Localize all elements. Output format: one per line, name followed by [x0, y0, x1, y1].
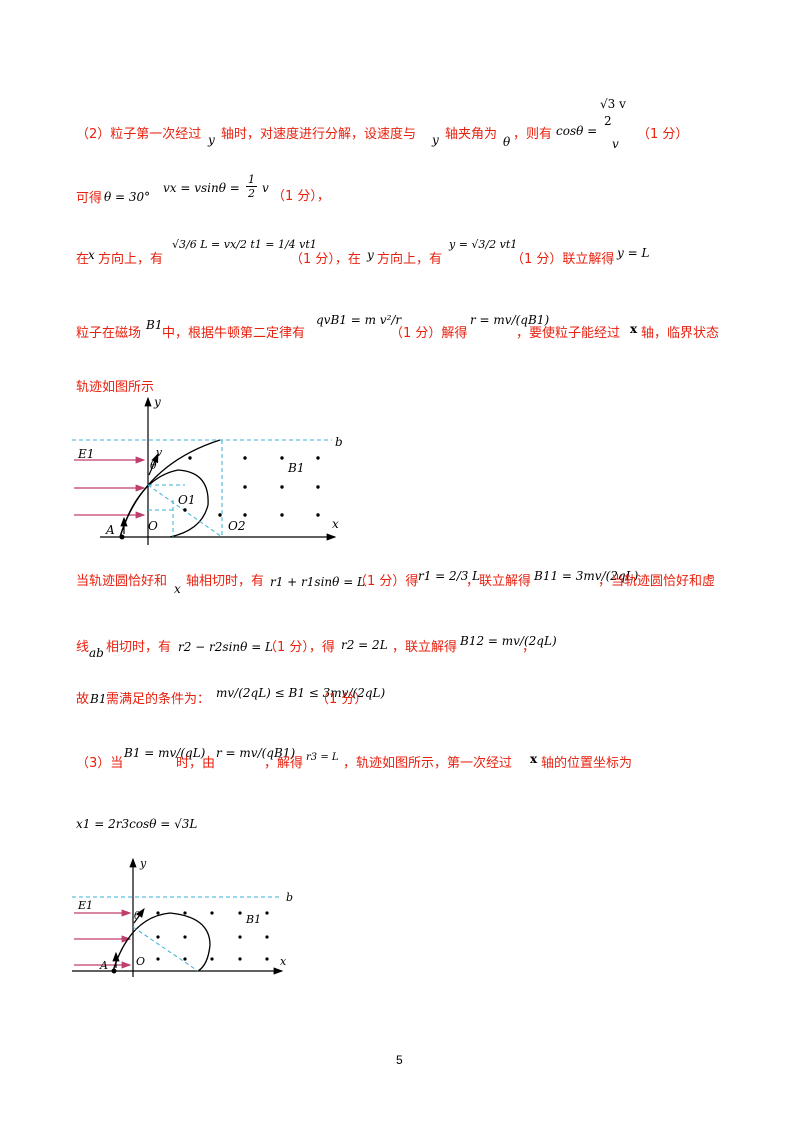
text-comma: ， — [522, 640, 536, 655]
text-critical: 轴，临界状态 — [641, 326, 720, 341]
eq-B12: B12 = mv/(2qL) — [460, 634, 557, 648]
text-score-obtain: （1 分），得 — [264, 640, 335, 655]
fig2-label-O: O — [136, 955, 145, 968]
text-to-pass: ，要使粒子能经过 — [516, 326, 621, 341]
fig2-label-E1: E1 — [77, 899, 93, 912]
eq-radius: r = mv/(qB1) — [470, 313, 550, 327]
fig1-label-y: y — [153, 395, 161, 409]
fig1-label-O: O — [148, 519, 158, 533]
eq-r2-condition: r2 − r2sinθ = L — [178, 640, 274, 654]
fig1-label-theta: θ — [150, 459, 157, 472]
text-axis-tangent: 轴相切时，有 — [186, 574, 265, 589]
text-score: （1 分）， — [272, 189, 330, 204]
var-y: y — [367, 248, 374, 262]
page-number: 5 — [396, 1053, 403, 1067]
fig1-label-O2: O2 — [228, 519, 245, 533]
text-particle-field: 粒子在磁场 — [76, 326, 142, 341]
fig1-label-B1: B1 — [287, 461, 304, 475]
eq-cos-lhs: cosθ = — [556, 124, 598, 138]
eq-cos-num: √3 v — [600, 97, 626, 111]
eq-lorentz: qvB1 = m v²/r — [316, 313, 402, 327]
frac-num: 1 — [248, 173, 255, 186]
fig2-label-A: A — [99, 959, 108, 972]
text-line: 线 — [76, 640, 90, 655]
figure-trajectory-2: y x b E1 θ B1 O A — [72, 857, 293, 977]
eq-cos-num-den: 2 — [604, 114, 612, 128]
text-then-have: ，则有 — [513, 127, 553, 142]
fig2-label-x: x — [280, 955, 287, 968]
text-score-obtain: （1 分）得 — [354, 574, 419, 589]
eq-B1-range: mv/(2qL) ≤ B1 ≤ 3mv/(2qL) — [216, 686, 386, 700]
eq-B1-value: B1 = mv/(qL) — [124, 746, 206, 760]
text-axis-angle: 轴夹角为 — [445, 127, 498, 142]
text-part2-intro: （2）粒子第一次经过 — [76, 127, 202, 142]
var-y: y — [432, 133, 439, 147]
text-score: （1 分） — [637, 127, 689, 142]
text-velocity-decompose: 轴时，对速度进行分解，设速度与 — [221, 127, 417, 142]
fig2-label-theta: θ — [134, 911, 140, 922]
text-position: 轴的位置坐标为 — [541, 756, 633, 771]
text-trajectory-shown: 轨迹如图所示 — [76, 380, 155, 395]
figure-trajectory-1: y x b E1 v θ B1 O1 O2 O A — [72, 395, 343, 545]
text-first-pass: ，轨迹如图所示，第一次经过 — [343, 756, 513, 771]
text-score: （1 分） — [316, 692, 368, 707]
fig2-label-y: y — [139, 857, 147, 870]
text-part3-when: （3）当 — [76, 756, 124, 771]
text-solve: （1 分）联立解得 — [511, 252, 615, 267]
eq-theta-30: θ = 30° — [104, 190, 151, 204]
eq-r3: r3 = L — [306, 752, 339, 763]
eq-r1-condition: r1 + r1sinθ = L — [270, 575, 366, 589]
fig2-label-B1: B1 — [245, 913, 261, 926]
var-x: x — [630, 322, 638, 336]
var-B1: B1 — [146, 318, 163, 332]
eq-y-result: y = L — [617, 246, 650, 260]
eq-y-motion: y = √3/2 vt1 — [449, 238, 518, 251]
eq-r1: r1 = 2/3 L — [418, 569, 481, 583]
text-combine: ，联立解得 — [466, 574, 532, 589]
text-direction-have: 方向上，有 — [98, 252, 164, 267]
eq-x1: x1 = 2r3cosθ = √3L — [76, 817, 198, 831]
text-tangent-x: 当轨迹圆恰好和 — [76, 574, 168, 589]
var-ab: ab — [89, 646, 104, 660]
var-x: x — [530, 752, 538, 766]
fig1-label-O1: O1 — [178, 493, 195, 507]
fig1-label-E1: E1 — [77, 447, 94, 461]
text-direction-have: 方向上，有 — [377, 252, 443, 267]
text-score-solve: （1 分）解得 — [390, 326, 468, 341]
text-condition: 需满足的条件为： — [106, 692, 211, 707]
fig1-label-A: A — [105, 523, 115, 537]
text-combine: ，联立解得 — [392, 640, 458, 655]
eq-r2: r2 = 2L — [341, 638, 388, 652]
var-x: x — [88, 248, 95, 262]
eq-vx: vx = vsinθ = — [163, 181, 240, 195]
frac-half: 1 2 — [246, 173, 257, 200]
frac-den: 2 — [246, 186, 257, 200]
fig1-label-v: v — [156, 446, 163, 459]
fig2-label-b: b — [286, 891, 293, 904]
var-v: v — [262, 181, 269, 195]
text-in: 在 — [76, 252, 90, 267]
text-score-in: （1 分），在 — [290, 252, 361, 267]
fig1-label-x: x — [332, 517, 339, 531]
var-theta: θ — [503, 135, 511, 149]
eq-B11: B11 = 3mv/(2qL) — [534, 569, 639, 583]
eq-cos-den: v — [612, 137, 619, 151]
var-B1: B1 — [90, 692, 107, 706]
text-obtain: 可得 — [76, 191, 103, 206]
text-tangent-have: 相切时，有 — [106, 640, 172, 655]
text-therefore: 故 — [76, 692, 90, 707]
text-from: 时，由 — [176, 756, 216, 771]
eq-x-motion: √3/6 L = vx/2 t1 = 1/4 vt1 — [172, 238, 317, 251]
fig1-label-b: b — [335, 435, 343, 449]
text-tangent-dashed: ，当轨迹圆恰好和虚 — [598, 574, 716, 589]
text-newton: 中，根据牛顿第二定律有 — [162, 326, 306, 341]
eq-radius: r = mv/(qB1) — [216, 746, 296, 760]
var-x: x — [174, 582, 181, 596]
var-y: y — [208, 133, 215, 147]
text-solve: ，解得 — [264, 756, 304, 771]
